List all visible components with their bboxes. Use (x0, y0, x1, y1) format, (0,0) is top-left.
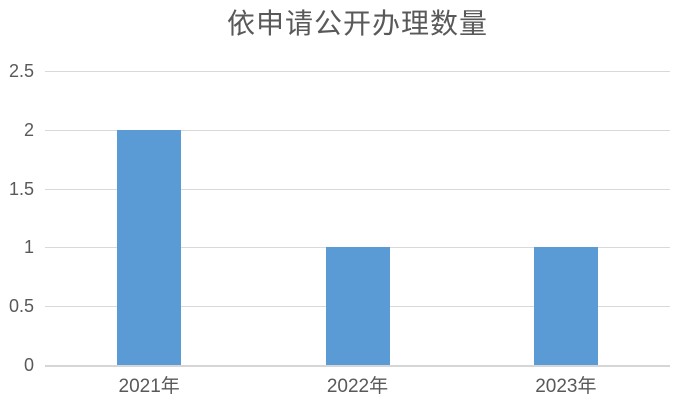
bar-2021年 (117, 129, 182, 365)
chart-title: 依申请公开办理数量 (226, 9, 488, 40)
y-tick-label: 2.5 (8, 61, 34, 81)
x-tick-label: 2021年 (118, 376, 180, 397)
x-tick-label: 2023年 (535, 376, 597, 397)
x-axis-line (45, 365, 670, 367)
y-axis: 0 0.5 1 1.5 2 2.5 (0, 0, 38, 411)
x-axis: 2021年 2022年 2023年 (0, 374, 691, 404)
gridline (45, 71, 670, 72)
bar-2022年 (325, 247, 390, 365)
gridline (45, 188, 670, 190)
bar-2023年 (533, 247, 598, 365)
y-tick-label: 1 (23, 237, 34, 258)
y-tick-label: 1.5 (8, 178, 34, 199)
bars (45, 71, 670, 365)
gridline (45, 129, 670, 131)
x-tick-label: 2022年 (326, 376, 389, 397)
y-tick-label: 0 (23, 355, 34, 375)
y-tick-label: 2 (23, 119, 34, 140)
y-tick-label: 0.5 (8, 296, 34, 317)
